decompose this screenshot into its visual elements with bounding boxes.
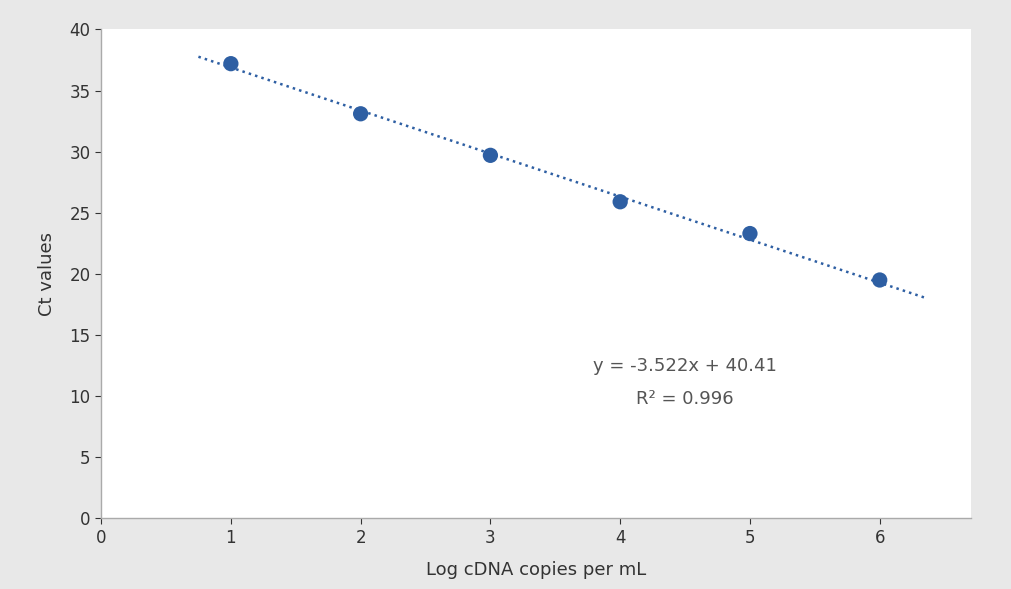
- Y-axis label: Ct values: Ct values: [37, 232, 56, 316]
- Point: [222, 59, 239, 68]
- Point: [612, 197, 628, 207]
- Text: R² = 0.996: R² = 0.996: [636, 389, 734, 408]
- X-axis label: Log cDNA copies per mL: Log cDNA copies per mL: [426, 561, 646, 578]
- Point: [871, 275, 888, 284]
- Point: [742, 229, 758, 239]
- Point: [353, 109, 369, 118]
- Text: y = -3.522x + 40.41: y = -3.522x + 40.41: [593, 356, 777, 375]
- Point: [482, 151, 498, 160]
